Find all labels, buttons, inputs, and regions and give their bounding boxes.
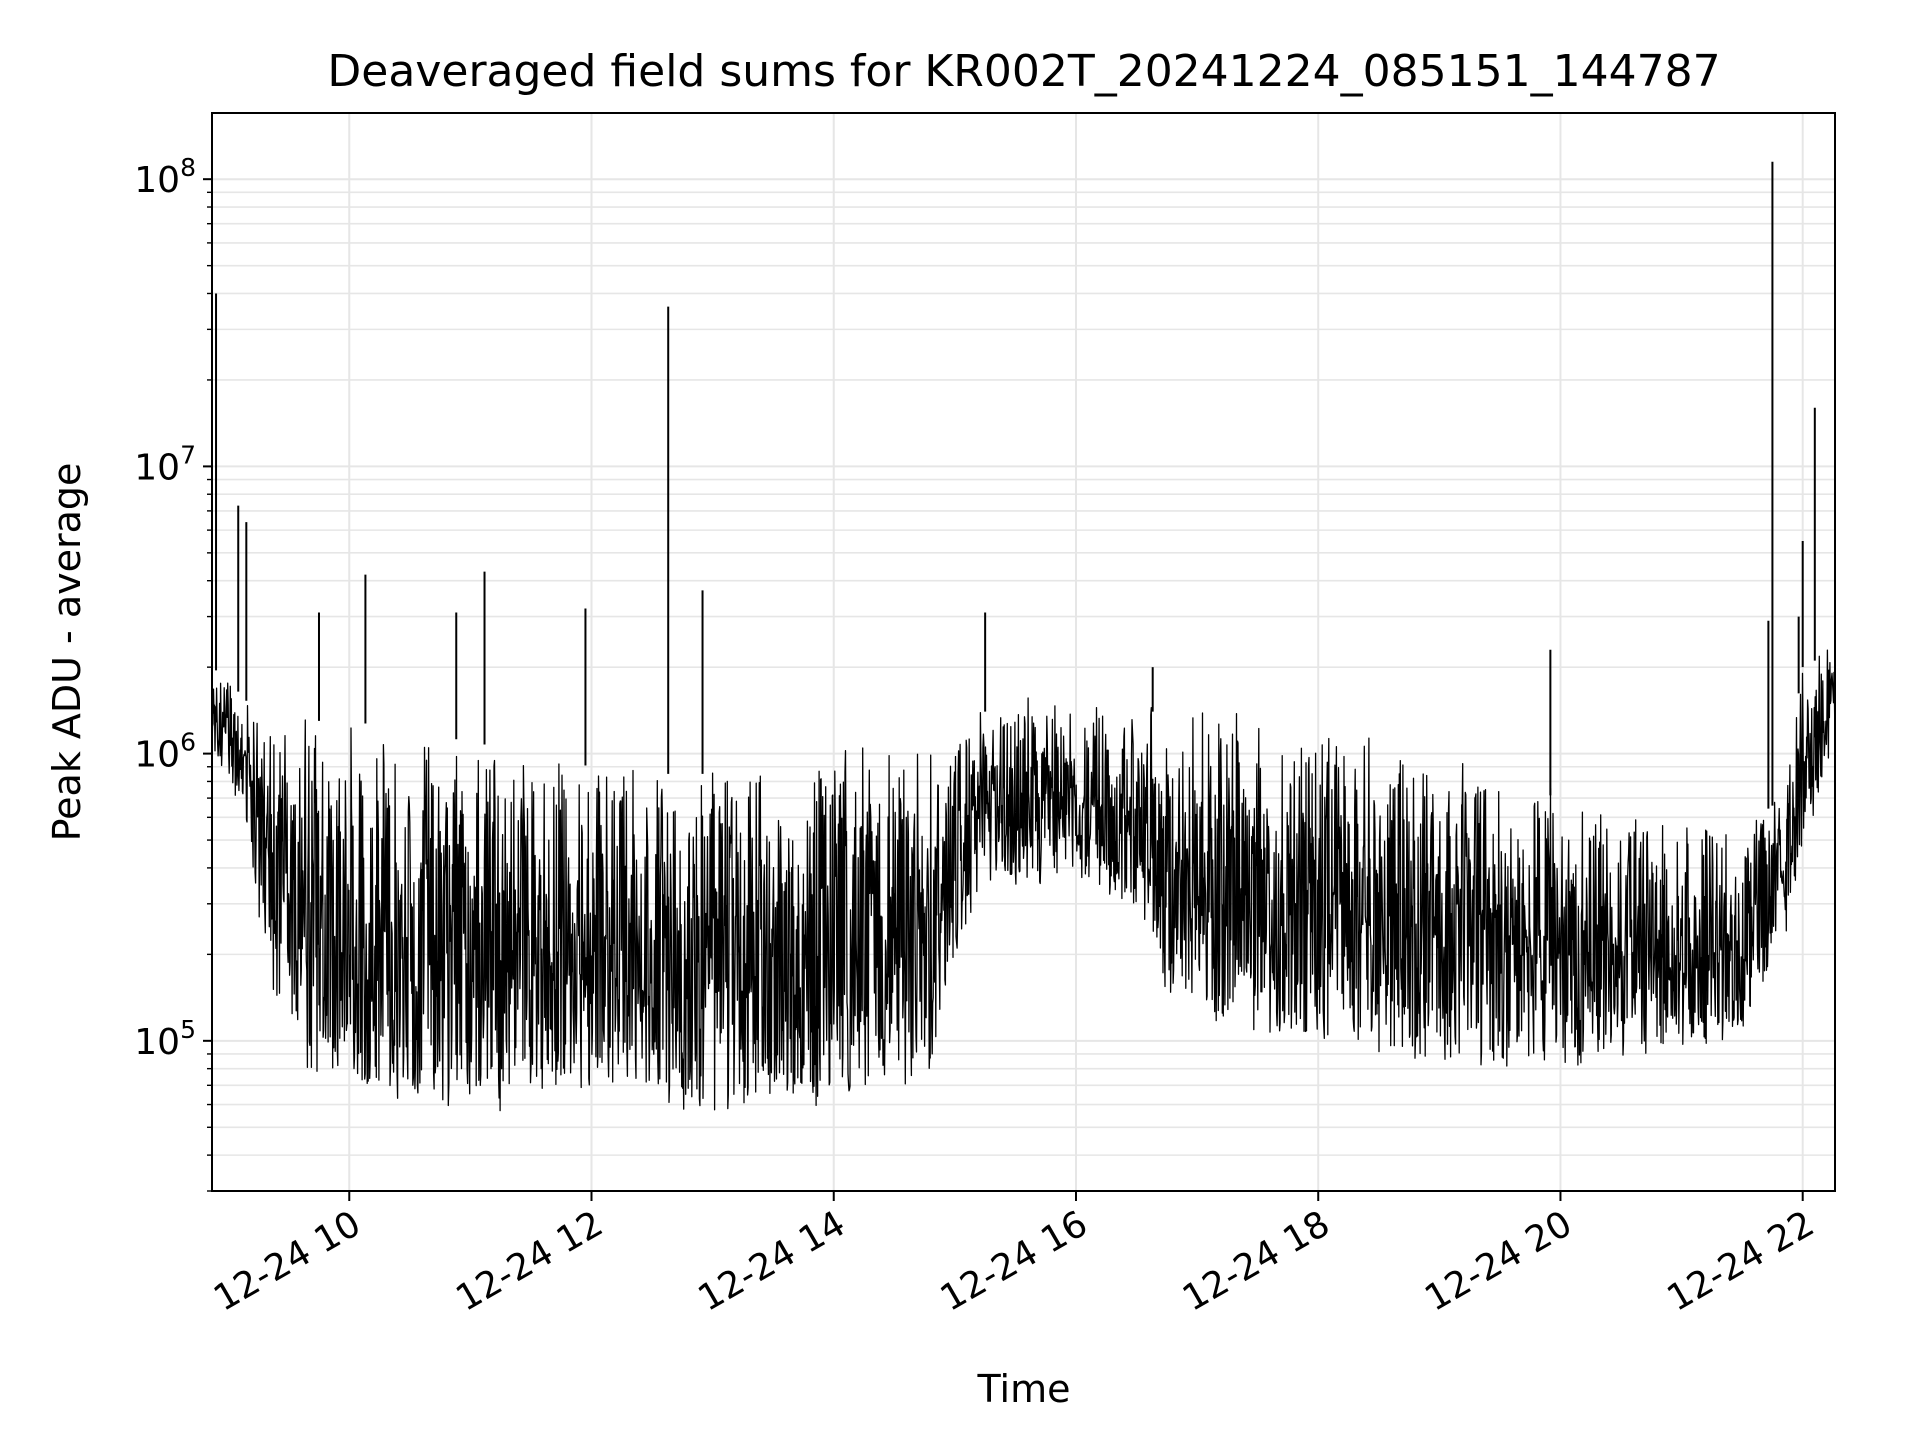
x-tick-label: 12-24 12: [449, 1203, 610, 1319]
x-tick-label: 12-24 18: [1176, 1203, 1337, 1319]
x-tick-label: 12-24 16: [934, 1203, 1095, 1319]
chart-title: Deaveraged field sums for KR002T_2024122…: [327, 46, 1720, 97]
x-tick-label: 12-24 20: [1418, 1203, 1579, 1319]
y-tick-label: 105: [134, 1015, 196, 1063]
data-series: [211, 161, 1836, 1112]
y-tick-label: 107: [134, 440, 196, 488]
y-tick-label: 108: [134, 153, 196, 201]
y-tick-label: 106: [134, 728, 196, 776]
x-tick-label: 12-24 14: [692, 1203, 853, 1319]
y-axis-label: Peak ADU - average: [45, 463, 89, 842]
series-line: [211, 649, 1836, 1112]
x-axis-label: Time: [977, 1367, 1071, 1411]
x-tick-label: 12-24 22: [1661, 1203, 1822, 1319]
y-axis: 105 106 107 108: [134, 153, 212, 1192]
x-tick-label: 12-24 10: [207, 1203, 368, 1319]
plot-area-frame: [211, 112, 1836, 1192]
x-axis: 12-24 10 12-24 12 12-24 14 12-24 16 12-24 18…: [207, 1191, 1821, 1320]
